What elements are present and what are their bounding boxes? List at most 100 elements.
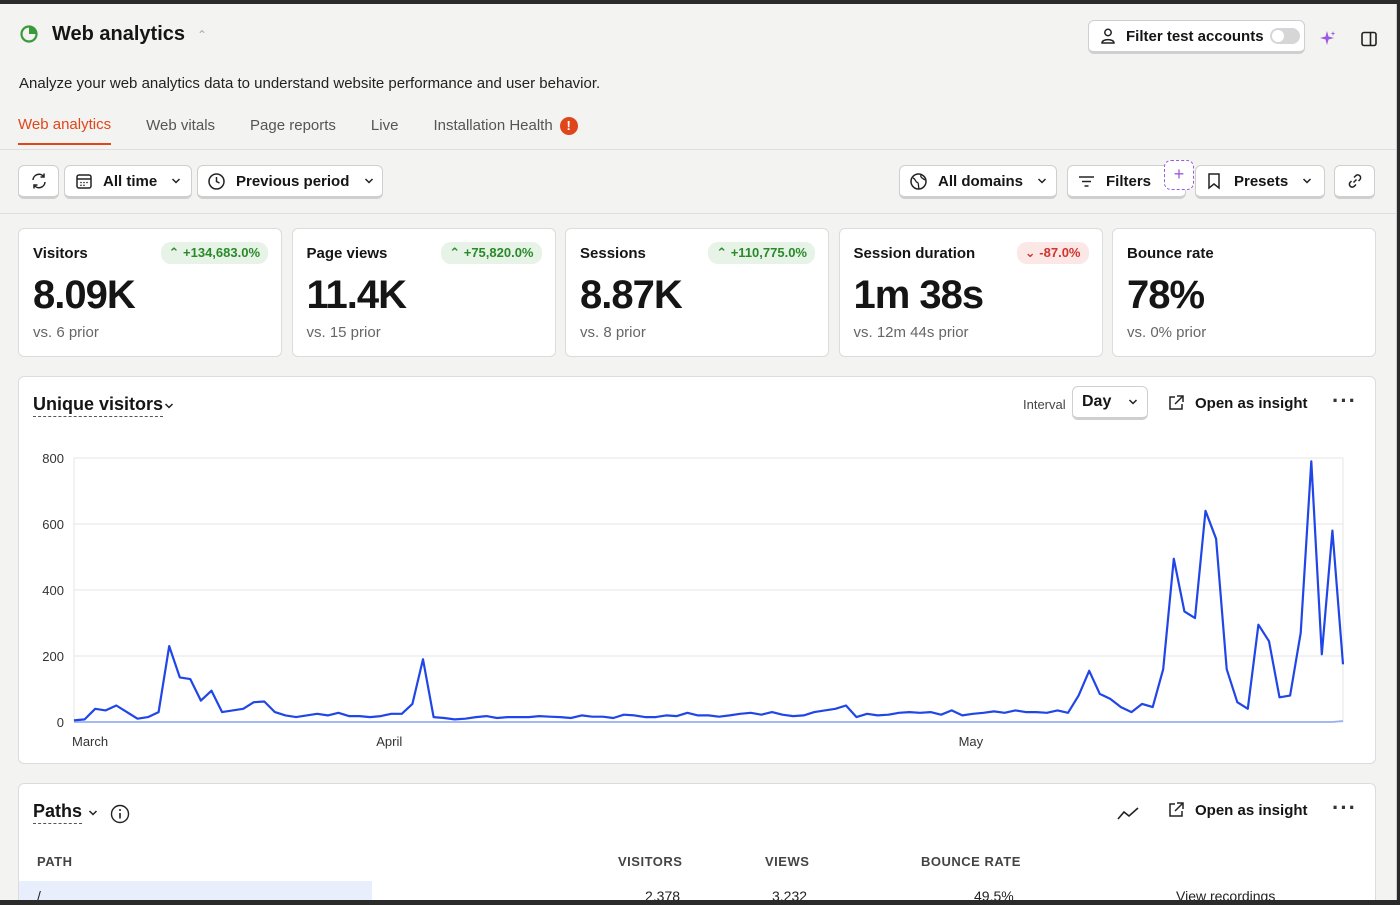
series-line-previous — [74, 720, 1344, 723]
domains-label: All domains — [938, 172, 1024, 190]
chevron-up-icon: ⌃ — [168, 245, 184, 260]
stat-label: Bounce rate — [1127, 245, 1214, 262]
stat-value: 8.09K — [33, 273, 136, 317]
page-header: Web analytics ⌃ Analyze your web analyti… — [0, 4, 1396, 150]
path-cell[interactable]: / — [37, 888, 41, 900]
open-as-insight-label: Open as insight — [1195, 394, 1308, 412]
chevron-down-icon — [172, 178, 181, 184]
chevron-down-icon — [1129, 399, 1138, 405]
date-range-label: All time — [103, 172, 158, 190]
chevron-down-icon: ⌄ — [1024, 245, 1040, 260]
tab-page-reports[interactable]: Page reports — [250, 116, 336, 145]
date-range-select[interactable]: All time — [64, 165, 192, 199]
paths-open-as-insight-button[interactable]: Open as insight — [1167, 801, 1308, 819]
stat-label: Visitors — [33, 245, 88, 262]
stat-card[interactable]: Sessions ⌃ +110,775.0% 8.87K vs. 8 prior — [565, 228, 829, 357]
toggle-switch[interactable] — [1269, 28, 1300, 44]
add-filter-button[interactable]: + — [1164, 160, 1194, 190]
column-header-bounce-rate[interactable]: BOUNCE RATE — [921, 854, 1021, 869]
chevron-up-icon: ⌃ — [716, 245, 731, 260]
filter-test-accounts-toggle[interactable]: Filter test accounts — [1088, 20, 1305, 54]
stat-card[interactable]: Page views ⌃ +75,820.0% 11.4K vs. 15 prior — [291, 228, 556, 357]
stat-card[interactable]: Visitors ⌃ +134,683.0% 8.09K vs. 6 prior — [18, 228, 282, 357]
stat-value: 8.87K — [580, 273, 683, 317]
app-window: Web analytics ⌃ Analyze your web analyti… — [0, 4, 1397, 900]
open-as-insight-button[interactable]: Open as insight — [1167, 394, 1308, 412]
change-value: +75,820.0% — [463, 245, 534, 260]
tab-installation-health[interactable]: Installation Health! — [433, 116, 578, 145]
paths-title[interactable]: Paths — [33, 801, 83, 824]
pie-chart-icon — [20, 25, 38, 43]
stat-card[interactable]: Bounce rate 78% vs. 0% prior — [1112, 228, 1376, 357]
x-tick-label: April — [376, 734, 402, 749]
stat-prior: vs. 12m 44s prior — [853, 324, 969, 341]
stat-label: Page views — [306, 245, 388, 262]
filter-test-accounts-label: Filter test accounts — [1126, 27, 1264, 45]
tab-web-analytics[interactable]: Web analytics — [18, 116, 112, 145]
change-badge: ⌃ +75,820.0% — [441, 242, 542, 264]
chevron-down-icon[interactable] — [164, 401, 174, 411]
table-row-highlight — [19, 881, 372, 900]
page-title: Web analytics — [52, 23, 186, 45]
info-icon[interactable] — [110, 804, 130, 824]
calendar-icon — [76, 174, 92, 189]
bookmark-icon — [1208, 173, 1220, 190]
stat-card[interactable]: Session duration ⌄ -87.0% 1m 38s vs. 12m 44… — [838, 228, 1103, 357]
change-badge: ⌄ -87.0% — [1016, 242, 1089, 264]
change-value: +134,683.0% — [183, 245, 260, 260]
compare-select[interactable]: Previous period — [197, 165, 383, 199]
copy-link-button[interactable] — [1334, 165, 1375, 199]
x-tick-label: March — [72, 734, 108, 749]
y-tick-label: 800 — [42, 451, 64, 466]
column-header-visitors[interactable]: VISITORS — [618, 854, 683, 869]
chevron-updown-icon[interactable]: ⌃ — [197, 28, 208, 42]
y-tick-label: 600 — [42, 517, 64, 532]
sparkle-icon[interactable] — [1319, 30, 1337, 48]
chevron-down-icon — [1303, 178, 1312, 184]
unique-visitors-title[interactable]: Unique visitors — [33, 394, 164, 417]
stat-prior: vs. 8 prior — [580, 324, 646, 341]
view-recordings-link[interactable]: View recordings — [1176, 888, 1276, 900]
views-cell: 3,232 — [772, 888, 808, 900]
change-badge: ⌃ +110,775.0% — [708, 242, 815, 264]
more-options-icon[interactable]: ··· — [1332, 388, 1357, 413]
chevron-down-icon — [1037, 178, 1047, 184]
y-tick-label: 400 — [42, 583, 64, 598]
tab-label: Live — [370, 117, 399, 134]
chevron-up-icon: ⌃ — [449, 245, 464, 260]
tab-label: Web analytics — [18, 116, 112, 133]
tab-web-vitals[interactable]: Web vitals — [146, 116, 215, 145]
sidebar-panel-icon[interactable] — [1361, 31, 1377, 47]
filter-toolbar — [0, 150, 1396, 214]
presets-label: Presets — [1234, 172, 1289, 190]
page-subtitle: Analyze your web analytics data to under… — [19, 75, 601, 92]
interval-select[interactable]: Day — [1072, 386, 1148, 420]
domains-select[interactable]: All domains — [899, 165, 1057, 199]
person-icon — [1101, 28, 1115, 44]
presets-select[interactable]: Presets — [1195, 165, 1325, 199]
change-value: -87.0% — [1039, 245, 1081, 260]
chevron-down-icon[interactable] — [88, 808, 98, 818]
tab-label: Installation Health — [433, 117, 553, 134]
column-header-path[interactable]: PATH — [37, 854, 73, 869]
stat-label: Sessions — [580, 245, 646, 262]
column-header-views[interactable]: VIEWS — [765, 854, 810, 869]
tab-live[interactable]: Live — [371, 116, 399, 145]
stat-label: Session duration — [853, 245, 976, 262]
y-tick-label: 0 — [57, 715, 64, 730]
refresh-button[interactable] — [18, 165, 59, 199]
paths-panel: Paths Open as insight ··· PATH VISITORS … — [18, 783, 1376, 900]
stat-prior: vs. 6 prior — [33, 324, 99, 341]
change-badge: ⌃ +134,683.0% — [160, 242, 268, 264]
stat-prior: vs. 15 prior — [306, 324, 381, 341]
x-tick-label: May — [959, 734, 984, 749]
stat-value: 1m 38s — [853, 273, 985, 317]
interval-label: Interval — [1023, 397, 1066, 412]
paths-more-options-icon[interactable]: ··· — [1332, 795, 1357, 820]
compare-label: Previous period — [236, 172, 350, 190]
stat-prior: vs. 0% prior — [1127, 324, 1207, 341]
change-value: +110,775.0% — [730, 245, 807, 260]
stat-value: 11.4K — [306, 273, 408, 317]
trend-line-icon[interactable] — [1117, 805, 1139, 823]
open-as-insight-label: Open as insight — [1195, 801, 1308, 819]
